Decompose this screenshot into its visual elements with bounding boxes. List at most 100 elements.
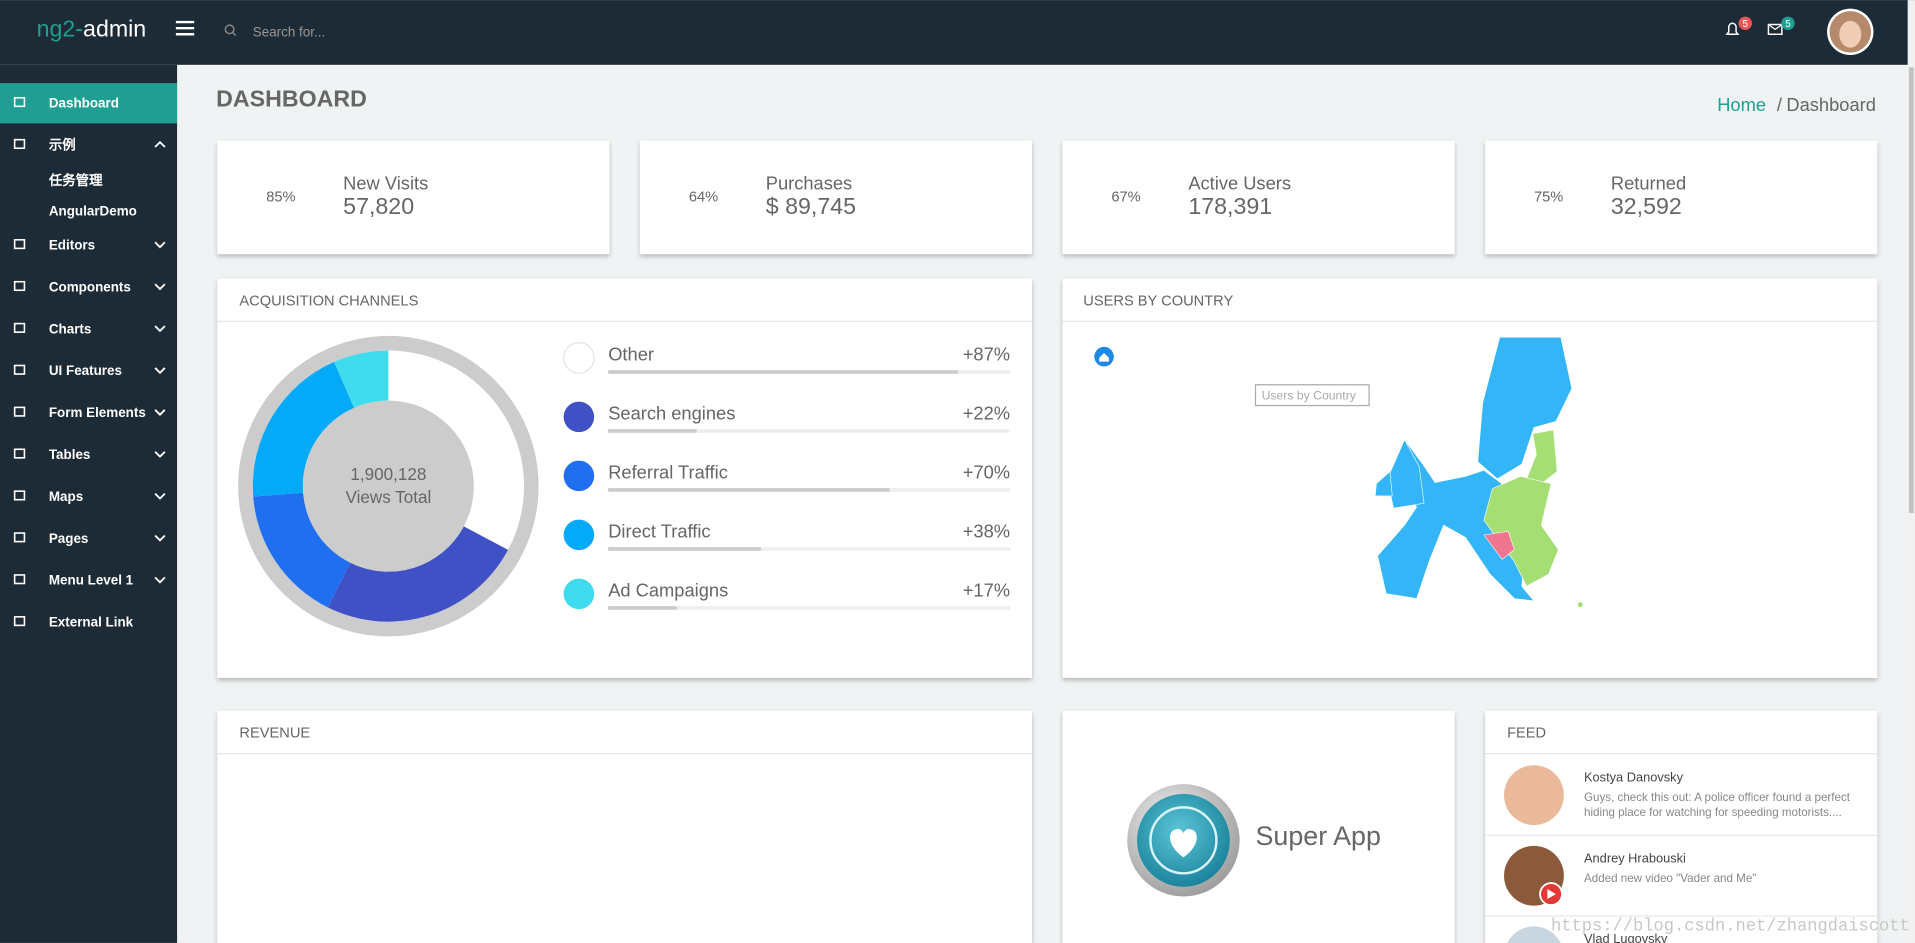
card-title: REVENUE [239, 726, 310, 742]
search-input[interactable]: Search for... [253, 25, 325, 40]
menu-icon[interactable] [13, 239, 26, 250]
map-tooltip [1254, 384, 1370, 407]
donut-segment[interactable] [334, 350, 389, 408]
search-icon[interactable] [224, 24, 235, 35]
breadcrumb-current: Dashboard [1786, 94, 1876, 115]
feed-avatar[interactable] [1504, 926, 1564, 943]
menu-chevron[interactable] [154, 283, 166, 291]
stat-value: $ 89,745 [766, 193, 856, 219]
menu-icon[interactable] [13, 364, 26, 375]
mail-flap[interactable] [1768, 24, 1783, 31]
mail-icon[interactable] [1767, 23, 1783, 36]
feed-author[interactable]: Andrey Hrabouski [1584, 850, 1686, 865]
map-region[interactable] [1387, 439, 1425, 509]
menu-icon[interactable] [13, 490, 26, 501]
menu-icon[interactable] [13, 574, 26, 585]
donut-segment[interactable] [253, 492, 351, 608]
stat-value: 178,391 [1188, 193, 1272, 219]
menu-item[interactable]: Form Elements [49, 405, 146, 420]
menu-item[interactable]: Charts [49, 321, 92, 336]
menu-item[interactable]: Menu Level 1 [49, 573, 134, 588]
map-region[interactable] [1374, 470, 1393, 497]
menu-chevron[interactable] [154, 325, 166, 333]
scrollbar-thumb[interactable] [1908, 67, 1914, 514]
stat-percent: 67% [1111, 190, 1140, 206]
video-play[interactable] [1547, 889, 1556, 899]
progress-track [608, 547, 1011, 551]
map-region[interactable] [1483, 531, 1515, 560]
donut-segment[interactable] [252, 361, 355, 497]
menu-icon[interactable] [13, 280, 26, 292]
map-home-icon[interactable] [1099, 353, 1109, 362]
menu-icon[interactable] [13, 138, 26, 150]
notifications[interactable]: 5 [1725, 16, 1752, 36]
menu-item[interactable]: External Link [49, 615, 134, 630]
menu-icon[interactable] [13, 448, 26, 459]
menu-chevron[interactable] [154, 140, 166, 148]
feed-avatar[interactable] [1504, 765, 1564, 826]
avatar-face[interactable] [1839, 20, 1862, 48]
map-region[interactable] [1577, 602, 1583, 608]
donut-segment[interactable] [327, 526, 509, 622]
page-title: DASHBOARD [216, 85, 367, 111]
donut-chart [252, 350, 524, 622]
menu-icon[interactable] [13, 322, 26, 333]
channel-dot [563, 401, 595, 433]
brand-logo[interactable]: ng2-admin [37, 16, 147, 42]
submenu-item[interactable]: AngularDemo [49, 203, 137, 218]
submenu-item[interactable]: 任务管理 [48, 172, 103, 188]
app-label[interactable]: Super App [1255, 821, 1380, 851]
progress-bar [608, 370, 958, 374]
europe-map [1374, 336, 1583, 608]
map-region[interactable] [1477, 336, 1573, 480]
search-icon-handle[interactable] [232, 31, 237, 37]
badge-count[interactable]: 5 [1743, 19, 1749, 30]
badge-count[interactable]: 5 [1785, 19, 1791, 30]
menu-item[interactable]: Tables [49, 447, 91, 462]
badge[interactable] [1738, 16, 1752, 30]
menu-toggle[interactable] [175, 20, 195, 36]
app-heart[interactable] [1170, 829, 1197, 858]
feed-author[interactable]: Kostya Danovsky [1584, 770, 1684, 785]
menu-item[interactable]: Maps [49, 489, 83, 504]
menu-chevron[interactable] [154, 241, 166, 249]
stat-percent: 85% [266, 190, 295, 206]
app-icon-ring[interactable] [1149, 806, 1218, 875]
messages[interactable]: 5 [1767, 16, 1795, 36]
menu-chevron[interactable] [154, 451, 166, 458]
menu-chevron[interactable] [154, 409, 166, 417]
menu-icon[interactable] [13, 616, 26, 627]
menu-item[interactable]: UI Features [49, 363, 122, 378]
menu-item[interactable]: Editors [49, 238, 95, 253]
menu-item[interactable]: Components [49, 279, 131, 294]
menu-icon[interactable] [13, 96, 26, 108]
stat-label: Purchases [766, 172, 852, 193]
bell-icon[interactable] [1725, 22, 1740, 36]
breadcrumb-link[interactable]: Home [1717, 94, 1766, 115]
menu-item[interactable]: Dashboard [49, 96, 119, 111]
menu-item[interactable]: 示例 [49, 136, 76, 152]
channel-dot [563, 519, 595, 551]
badge[interactable] [1781, 16, 1795, 30]
brand-prefix[interactable]: ng2- [37, 16, 83, 42]
user-avatar[interactable] [1827, 8, 1874, 56]
search-box[interactable]: Search for... [224, 24, 325, 40]
menu-icon[interactable] [13, 406, 26, 417]
menu-chevron[interactable] [154, 576, 166, 584]
channel-change: +17% [963, 579, 1010, 600]
menu-item[interactable]: Pages [49, 531, 89, 546]
brand-name[interactable]: admin [83, 16, 146, 42]
menu-chevron[interactable] [154, 367, 166, 375]
donut-segment[interactable] [388, 350, 524, 550]
stat-card [1062, 140, 1455, 255]
menu-chevron[interactable] [154, 492, 166, 500]
channel-change: +87% [963, 343, 1010, 364]
menu-icon[interactable] [13, 532, 26, 543]
map-region[interactable] [1483, 476, 1559, 587]
menu-chevron[interactable] [154, 534, 166, 542]
feed-author[interactable]: Vlad Lugovsky [1584, 931, 1668, 943]
breadcrumb-separator: / [1777, 94, 1783, 115]
